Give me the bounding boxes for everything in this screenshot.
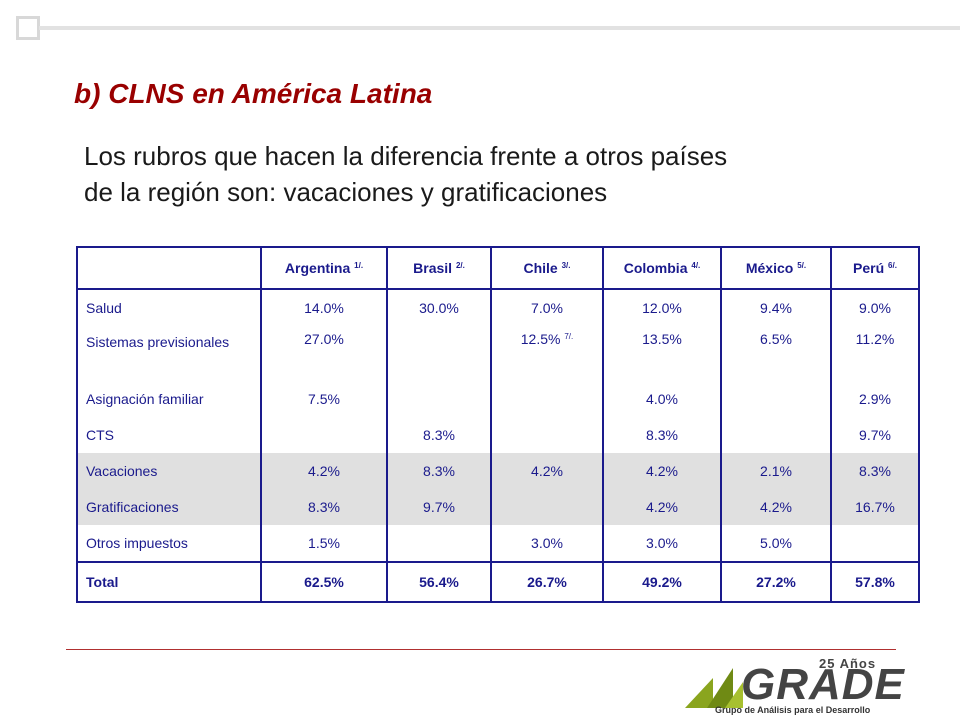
slide-subtitle: Los rubros que hacen la diferencia frent…	[84, 138, 904, 210]
table-row-gratificaciones: Gratificaciones 8.3% 9.7% 4.2% 4.2% 16.7…	[76, 489, 920, 525]
table-cell: 4.2%	[602, 453, 722, 489]
table-cell: 3.0%	[602, 525, 722, 562]
table-cell	[490, 381, 604, 417]
header-chile: Chile 3/.	[490, 246, 604, 290]
table-cell: 27.0%	[260, 326, 388, 381]
row-label: Gratificaciones	[76, 489, 262, 525]
table-cell: 8.3%	[830, 453, 920, 489]
table-cell	[720, 417, 832, 453]
table-row-total: Total 62.5% 56.4% 26.7% 49.2% 27.2% 57.8…	[76, 561, 920, 603]
table-cell: 30.0%	[386, 289, 492, 326]
table-cell: 4.2%	[720, 489, 832, 525]
table-cell	[386, 326, 492, 381]
grade-logo: 25 Años GRADE Grupo de Análisis para el …	[683, 652, 904, 720]
header-mexico: México 5/.	[720, 246, 832, 290]
table-cell: 8.3%	[260, 489, 388, 525]
table-header-row: Argentina 1/. Brasil 2/. Chile 3/. Colom…	[76, 246, 920, 290]
row-label: Total	[76, 561, 262, 603]
clns-table: Argentina 1/. Brasil 2/. Chile 3/. Colom…	[76, 246, 920, 603]
table-cell: 9.7%	[386, 489, 492, 525]
table-cell: 14.0%	[260, 289, 388, 326]
row-label: CTS	[76, 417, 262, 453]
row-label: Vacaciones	[76, 453, 262, 489]
table-cell: 8.3%	[386, 453, 492, 489]
table-cell: 7.5%	[260, 381, 388, 417]
slide-title: b) CLNS en América Latina	[74, 78, 433, 109]
table-cell: 9.4%	[720, 289, 832, 326]
table-cell: 13.5%	[602, 326, 722, 381]
table-cell: 9.7%	[830, 417, 920, 453]
table-cell: 1.5%	[260, 525, 388, 562]
table-cell	[830, 525, 920, 562]
table-cell: 6.5%	[720, 326, 832, 381]
logo-anniversary: 25 Años	[819, 656, 877, 671]
logo-triangles-icon	[685, 668, 743, 708]
subtitle-line-1: Los rubros que hacen la diferencia frent…	[84, 141, 728, 171]
table-row-asignacion-familiar: Asignación familiar 7.5% 4.0% 2.9%	[76, 381, 920, 417]
logo-tagline: Grupo de Análisis para el Desarrollo	[715, 705, 871, 715]
row-label: Otros impuestos	[76, 525, 262, 562]
table-row-cts: CTS 8.3% 8.3% 9.7%	[76, 417, 920, 453]
table-cell: 26.7%	[490, 561, 604, 603]
table-cell	[386, 381, 492, 417]
footer-rule	[66, 649, 896, 650]
table-row-vacaciones: Vacaciones 4.2% 8.3% 4.2% 4.2% 2.1% 8.3%	[76, 453, 920, 489]
table-cell: 57.8%	[830, 561, 920, 603]
header-argentina: Argentina 1/.	[260, 246, 388, 290]
table-cell	[490, 489, 604, 525]
decorative-square	[16, 16, 40, 40]
chile-value: 12.5%	[520, 331, 561, 347]
table-cell: 8.3%	[602, 417, 722, 453]
table-row-sistemas-previsionales: Sistemas previsionales 27.0% 12.5% 7/. 1…	[76, 326, 920, 381]
table-cell: 16.7%	[830, 489, 920, 525]
table-cell: 62.5%	[260, 561, 388, 603]
table-cell: 7.0%	[490, 289, 604, 326]
table-cell	[720, 381, 832, 417]
row-label: Asignación familiar	[76, 381, 262, 417]
table-cell	[490, 417, 604, 453]
header-peru: Perú 6/.	[830, 246, 920, 290]
table-cell: 9.0%	[830, 289, 920, 326]
subtitle-line-2: de la región son: vacaciones y gratifica…	[84, 177, 608, 207]
table-cell: 4.0%	[602, 381, 722, 417]
table-cell: 27.2%	[720, 561, 832, 603]
table-cell: 12.0%	[602, 289, 722, 326]
row-label: Salud	[76, 289, 262, 326]
table-cell: 2.1%	[720, 453, 832, 489]
header-brasil: Brasil 2/.	[386, 246, 492, 290]
table-cell: 4.2%	[260, 453, 388, 489]
table-row-otros-impuestos: Otros impuestos 1.5% 3.0% 3.0% 5.0%	[76, 525, 920, 562]
table-cell: 11.2%	[830, 326, 920, 381]
table-cell: 49.2%	[602, 561, 722, 603]
header-empty-cell	[76, 246, 262, 290]
table-cell	[386, 525, 492, 562]
table-cell: 3.0%	[490, 525, 604, 562]
row-label: Sistemas previsionales	[76, 326, 262, 381]
table-cell: 56.4%	[386, 561, 492, 603]
chile-footnote: 7/.	[564, 332, 574, 341]
table-cell: 8.3%	[386, 417, 492, 453]
header-colombia: Colombia 4/.	[602, 246, 722, 290]
table-cell	[260, 417, 388, 453]
table-cell: 4.2%	[490, 453, 604, 489]
table-cell: 12.5% 7/.	[490, 326, 604, 381]
decorative-top-bar	[39, 26, 960, 30]
table-row-salud: Salud 14.0% 30.0% 7.0% 12.0% 9.4% 9.0%	[76, 289, 920, 326]
table-cell: 5.0%	[720, 525, 832, 562]
table-cell: 4.2%	[602, 489, 722, 525]
table-cell: 2.9%	[830, 381, 920, 417]
logo-name: GRADE	[741, 660, 905, 709]
